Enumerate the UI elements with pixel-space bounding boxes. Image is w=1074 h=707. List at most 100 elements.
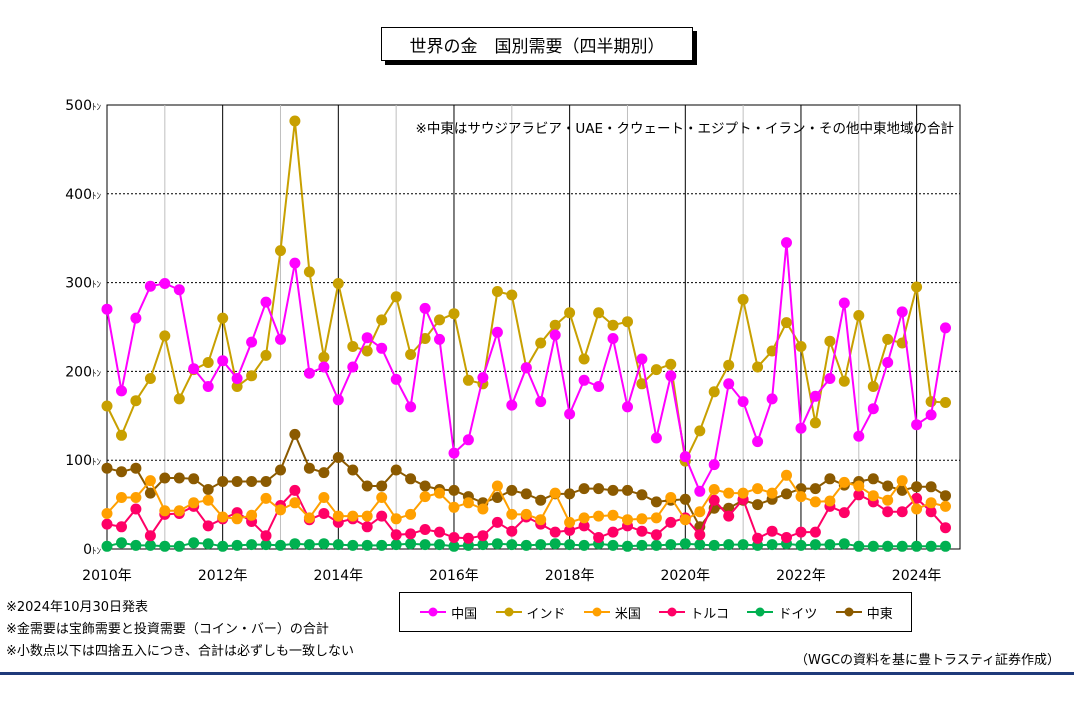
data-point — [144, 280, 156, 292]
data-point — [520, 488, 532, 500]
data-point — [390, 291, 402, 303]
data-point — [405, 538, 417, 550]
data-point — [448, 540, 460, 552]
data-point — [491, 538, 503, 550]
data-point — [419, 539, 431, 551]
data-point — [940, 500, 951, 512]
data-point — [882, 494, 894, 506]
x-tick-label: 2020年 — [660, 568, 710, 584]
data-point — [578, 539, 590, 551]
chart-annotation: ※中東はサウジアラビア・UAE・クウェート・エジプト・イラン・その他中東地域の合… — [416, 121, 954, 137]
data-point — [752, 483, 764, 495]
data-point — [723, 510, 735, 522]
data-point — [679, 451, 691, 463]
data-point — [303, 367, 315, 379]
data-point — [173, 284, 185, 296]
data-point — [723, 539, 735, 551]
x-tick-label: 2016年 — [429, 568, 479, 584]
data-point — [159, 540, 171, 552]
data-point — [824, 539, 836, 551]
data-point — [173, 393, 185, 405]
data-point — [809, 417, 821, 429]
data-point — [419, 302, 431, 314]
data-point — [231, 513, 243, 525]
y-tick-label: 0ﾄﾝ — [83, 542, 101, 558]
x-tick-label: 2018年 — [545, 568, 595, 584]
data-point — [896, 475, 908, 487]
data-point — [795, 491, 807, 503]
data-point — [434, 333, 445, 345]
data-point — [665, 492, 677, 503]
data-point — [130, 503, 142, 515]
data-point — [477, 372, 489, 384]
data-point — [260, 476, 272, 487]
data-point — [766, 393, 778, 405]
data-point — [708, 484, 720, 495]
data-point — [882, 506, 894, 518]
data-point — [766, 487, 778, 499]
data-point — [275, 464, 286, 476]
data-point — [578, 353, 590, 365]
data-point — [578, 483, 590, 495]
data-point — [318, 538, 330, 550]
data-point — [289, 115, 301, 127]
data-point — [405, 401, 417, 413]
legend-label-germany: ドイツ — [778, 606, 818, 622]
data-point — [867, 403, 879, 415]
data-point — [347, 464, 359, 476]
data-point — [202, 484, 214, 495]
data-point — [260, 349, 272, 361]
data-point — [665, 358, 677, 370]
data-point — [419, 333, 431, 344]
data-point — [217, 476, 229, 487]
data-point — [925, 409, 937, 421]
data-point — [636, 525, 648, 537]
data-point — [650, 432, 662, 444]
data-point — [144, 539, 156, 551]
data-point — [101, 508, 113, 519]
data-point — [318, 361, 330, 373]
data-point — [520, 539, 532, 551]
data-point — [636, 489, 648, 501]
data-point — [781, 532, 792, 543]
data-point — [188, 473, 200, 485]
data-point — [824, 495, 836, 507]
legend-label-turkey: トルコ — [690, 606, 730, 622]
legend-item-middle-east: 中東 — [834, 603, 893, 622]
data-point — [361, 345, 373, 357]
data-point — [867, 473, 879, 485]
legend-item-usa: 米国 — [582, 603, 641, 622]
data-point — [578, 512, 590, 524]
footnote-definition: ※金需要は宝飾需要と投資需要（コイン・バー）の合計 — [6, 622, 329, 637]
data-point — [390, 373, 402, 385]
data-point — [911, 481, 923, 493]
data-point — [737, 396, 749, 408]
data-point — [405, 349, 417, 360]
data-point — [419, 524, 431, 535]
data-point — [766, 345, 778, 357]
data-point — [477, 530, 489, 542]
data-point — [911, 281, 923, 293]
data-point — [491, 480, 503, 492]
data-point — [491, 516, 503, 528]
data-point — [347, 361, 359, 373]
data-point — [275, 245, 286, 257]
data-point — [159, 330, 171, 342]
x-tick-label: 2012年 — [198, 568, 248, 584]
data-point — [361, 521, 373, 533]
data-point — [737, 539, 749, 551]
data-point — [795, 341, 807, 352]
legend-label-china: 中国 — [451, 606, 478, 622]
data-point — [694, 539, 706, 551]
data-point — [679, 538, 691, 550]
data-point — [101, 540, 113, 552]
data-point — [347, 341, 359, 352]
data-point — [593, 381, 605, 392]
data-point — [636, 539, 648, 551]
data-point — [434, 314, 445, 326]
data-point — [650, 364, 662, 376]
data-point — [434, 526, 445, 538]
data-point — [911, 419, 923, 431]
data-point — [130, 395, 142, 407]
data-point — [665, 516, 677, 528]
